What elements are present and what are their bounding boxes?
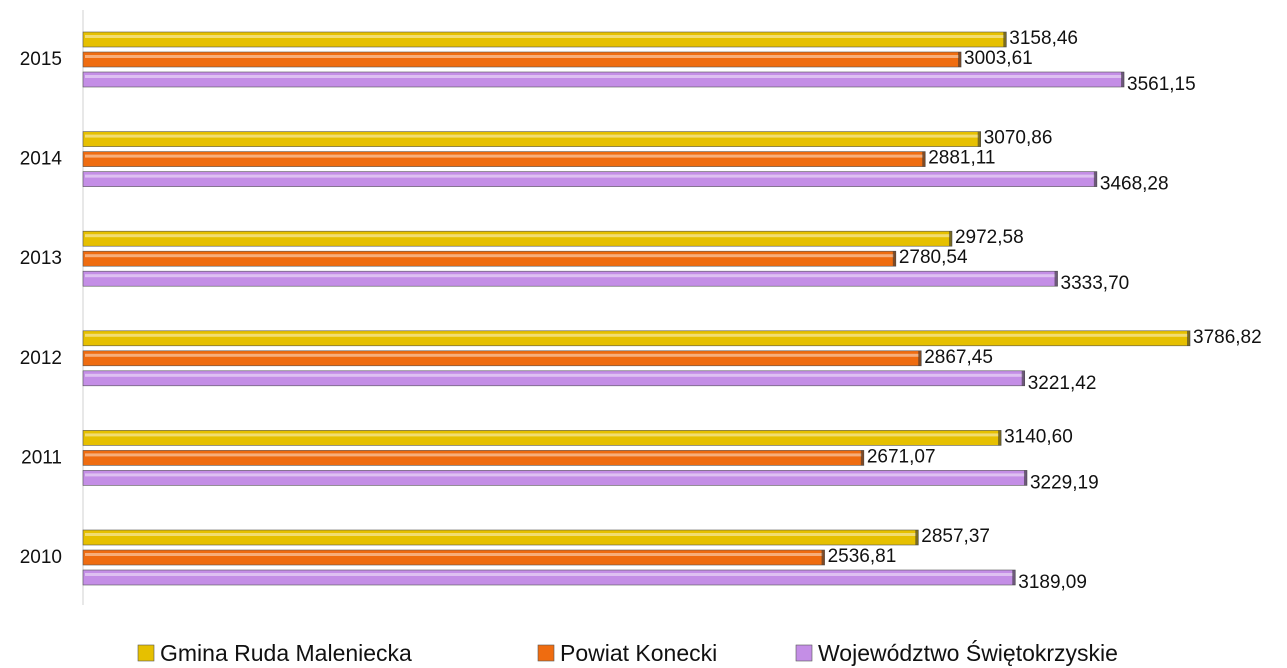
bar-end xyxy=(948,231,952,247)
bar xyxy=(82,529,919,546)
bar xyxy=(82,131,982,147)
bar xyxy=(82,330,1191,347)
bar-highlight xyxy=(85,174,1095,178)
value-label: 3561,15 xyxy=(1127,74,1196,95)
y-tick-label: 2015 xyxy=(20,49,62,70)
bar-end xyxy=(1012,570,1016,585)
bar xyxy=(82,71,1125,88)
bar-end xyxy=(1093,171,1097,187)
bar-highlight xyxy=(85,473,1025,477)
legend-label: Województwo Świętokrzyskie xyxy=(818,639,1118,666)
bar xyxy=(82,270,1058,287)
y-tick-label: 2012 xyxy=(20,348,62,369)
bar-end xyxy=(892,251,896,267)
bar xyxy=(82,171,1098,187)
value-label: 3468,28 xyxy=(1100,174,1169,195)
bar xyxy=(82,470,1028,486)
bar-end xyxy=(977,131,981,147)
y-tick-label: 2013 xyxy=(20,248,62,269)
y-tick-label: 2010 xyxy=(20,547,62,568)
bar-end xyxy=(918,350,922,366)
legend-swatch xyxy=(137,644,155,662)
legend-swatch xyxy=(537,644,555,662)
bar-end xyxy=(1121,72,1125,87)
legend-swatch xyxy=(795,644,813,662)
value-label: 3070,86 xyxy=(984,128,1053,149)
value-label: 3333,70 xyxy=(1061,273,1130,294)
value-label: 3140,60 xyxy=(1004,426,1073,447)
bar-end xyxy=(821,550,825,565)
bar-end xyxy=(860,450,864,466)
legend-label: Gmina Ruda Maleniecka xyxy=(160,640,412,666)
bar xyxy=(82,549,825,566)
bar xyxy=(82,31,1007,48)
bar-end xyxy=(915,530,919,545)
bar-highlight xyxy=(85,55,960,58)
bar xyxy=(82,250,897,267)
bar-end xyxy=(1023,470,1027,486)
bar-highlight xyxy=(85,453,862,457)
bar-highlight xyxy=(85,254,894,258)
bar-highlight xyxy=(85,573,1014,576)
bar xyxy=(82,350,922,367)
value-label: 2857,37 xyxy=(921,526,990,547)
value-label: 3229,19 xyxy=(1030,472,1099,493)
bar-end xyxy=(1054,271,1058,287)
bar xyxy=(82,230,953,247)
value-label: 2972,58 xyxy=(955,227,1024,248)
bar-end xyxy=(958,52,962,67)
bar-highlight xyxy=(85,35,1005,38)
bar-end xyxy=(1187,330,1190,346)
bar-highlight xyxy=(85,274,1056,278)
bar-end xyxy=(1003,32,1007,47)
bar-end xyxy=(1021,370,1025,386)
bar-end xyxy=(922,151,926,167)
value-label: 3221,42 xyxy=(1028,373,1097,394)
bar-highlight xyxy=(85,75,1123,78)
bar-highlight xyxy=(85,373,1023,377)
value-label: 3003,61 xyxy=(964,48,1033,69)
bar-highlight xyxy=(85,134,979,138)
y-tick-label: 2011 xyxy=(21,447,62,468)
bar-highlight xyxy=(85,353,920,357)
bar xyxy=(82,51,962,68)
value-label: 3189,09 xyxy=(1018,572,1087,593)
y-tick-label: 2014 xyxy=(20,149,63,170)
bar xyxy=(82,450,865,466)
bar-end xyxy=(998,430,1002,446)
bar-highlight xyxy=(85,433,1000,437)
value-label: 2780,54 xyxy=(899,247,968,268)
value-label: 2671,07 xyxy=(867,446,936,467)
bar xyxy=(82,151,926,167)
bar-highlight xyxy=(85,533,917,536)
bar-highlight xyxy=(85,333,1188,337)
bar xyxy=(82,370,1026,387)
bar xyxy=(82,430,1002,446)
bar-highlight xyxy=(85,553,823,556)
value-label: 3786,82 xyxy=(1193,327,1262,348)
value-label: 3158,46 xyxy=(1009,28,1078,49)
bar-highlight xyxy=(85,234,950,238)
value-label: 2867,45 xyxy=(924,347,993,368)
value-label: 2881,11 xyxy=(928,148,995,169)
value-label: 2536,81 xyxy=(828,546,897,567)
bar-highlight xyxy=(85,154,924,158)
bar xyxy=(82,569,1016,586)
legend-label: Powiat Konecki xyxy=(560,640,717,666)
